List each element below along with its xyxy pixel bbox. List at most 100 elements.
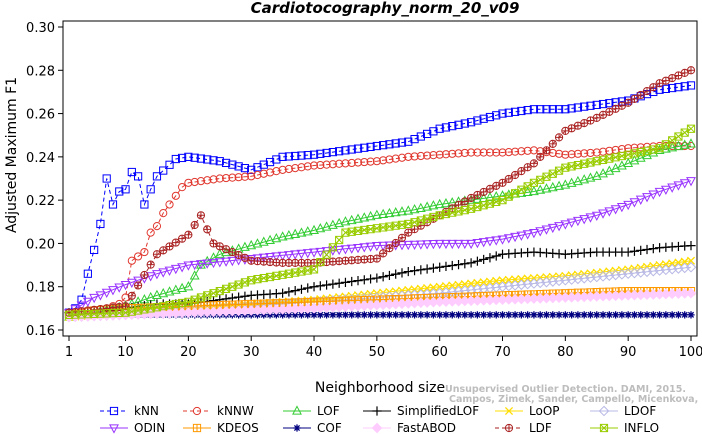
legend-label: ODIN bbox=[134, 421, 165, 434]
data-point bbox=[498, 311, 507, 319]
data-point bbox=[522, 230, 533, 240]
data-point bbox=[454, 120, 463, 129]
data-point bbox=[335, 147, 344, 156]
data-point bbox=[547, 181, 558, 192]
legend-item: kNN bbox=[100, 404, 159, 418]
data-point bbox=[373, 311, 381, 319]
data-point bbox=[316, 149, 325, 158]
data-point bbox=[548, 105, 557, 114]
data-point bbox=[610, 162, 621, 173]
data-point bbox=[340, 245, 351, 255]
data-point bbox=[171, 191, 180, 200]
data-point bbox=[686, 256, 696, 265]
data-point bbox=[635, 152, 646, 162]
data-point bbox=[265, 157, 275, 167]
data-point bbox=[152, 270, 162, 280]
data-point bbox=[158, 287, 169, 298]
data-point bbox=[442, 311, 450, 319]
data-point bbox=[441, 239, 451, 250]
data-point bbox=[510, 107, 520, 116]
data-point bbox=[310, 311, 318, 319]
data-point bbox=[214, 258, 225, 268]
legend-marker bbox=[192, 423, 202, 433]
data-point bbox=[592, 148, 601, 157]
data-point bbox=[102, 174, 111, 183]
series-fastabod bbox=[63, 287, 697, 323]
legend-item: LDOF bbox=[590, 404, 656, 418]
data-point bbox=[296, 227, 307, 237]
data-point bbox=[629, 155, 640, 165]
data-point bbox=[535, 227, 546, 237]
data-point bbox=[183, 281, 194, 291]
data-point bbox=[486, 311, 494, 319]
data-point bbox=[497, 190, 508, 200]
data-point bbox=[177, 282, 188, 293]
data-point bbox=[429, 311, 438, 319]
data-point bbox=[473, 311, 481, 319]
data-point bbox=[315, 247, 326, 258]
data-point bbox=[479, 114, 488, 123]
legend-marker bbox=[504, 406, 514, 416]
data-point bbox=[296, 249, 307, 260]
series-lof bbox=[64, 138, 696, 321]
data-point bbox=[685, 261, 697, 273]
data-point bbox=[391, 139, 400, 148]
data-point bbox=[309, 265, 319, 274]
data-point bbox=[108, 286, 118, 296]
data-point bbox=[629, 198, 640, 208]
legend-item: LoOP bbox=[495, 404, 560, 418]
data-point bbox=[284, 164, 293, 174]
data-point bbox=[554, 149, 564, 158]
data-point bbox=[530, 311, 538, 319]
data-point bbox=[177, 153, 187, 163]
data-point bbox=[668, 311, 676, 319]
legend-label: SimplifiedLOF bbox=[397, 404, 479, 418]
data-point bbox=[567, 104, 576, 113]
data-point bbox=[447, 239, 458, 250]
data-point bbox=[680, 82, 689, 91]
data-point bbox=[297, 151, 306, 160]
data-point bbox=[341, 146, 350, 155]
data-point bbox=[423, 311, 431, 319]
data-point bbox=[165, 200, 174, 209]
data-point bbox=[397, 233, 407, 242]
data-point bbox=[504, 108, 513, 117]
data-point bbox=[278, 152, 287, 161]
data-point bbox=[423, 151, 432, 160]
data-point bbox=[309, 282, 319, 292]
data-point bbox=[359, 212, 370, 222]
data-point bbox=[209, 156, 218, 165]
data-point bbox=[196, 211, 206, 220]
data-point bbox=[586, 148, 595, 158]
data-point bbox=[221, 173, 231, 183]
data-point bbox=[203, 225, 212, 234]
data-point bbox=[321, 221, 332, 231]
data-point bbox=[517, 167, 526, 176]
data-point bbox=[605, 99, 614, 108]
data-point bbox=[189, 260, 200, 271]
legend-item: SimplifiedLOF bbox=[363, 404, 479, 418]
data-point bbox=[598, 209, 608, 219]
data-point bbox=[302, 226, 313, 236]
data-point bbox=[629, 246, 640, 256]
data-point bbox=[196, 176, 206, 186]
data-point bbox=[536, 105, 545, 114]
data-point bbox=[392, 311, 400, 319]
data-point bbox=[353, 243, 363, 254]
data-point bbox=[649, 311, 657, 319]
data-point bbox=[522, 186, 533, 196]
data-point bbox=[322, 250, 331, 259]
x-tick-label: 60 bbox=[431, 345, 448, 360]
data-point bbox=[498, 148, 507, 157]
legend-label: LoOP bbox=[529, 404, 560, 418]
data-point bbox=[271, 252, 282, 262]
data-point bbox=[536, 311, 544, 319]
data-point bbox=[159, 209, 168, 218]
data-point bbox=[215, 174, 224, 183]
legend-label: LDF bbox=[529, 421, 552, 434]
data-point bbox=[547, 223, 558, 234]
data-point bbox=[209, 175, 218, 184]
series-line bbox=[68, 128, 692, 316]
data-point bbox=[510, 232, 521, 243]
data-point bbox=[560, 220, 571, 230]
